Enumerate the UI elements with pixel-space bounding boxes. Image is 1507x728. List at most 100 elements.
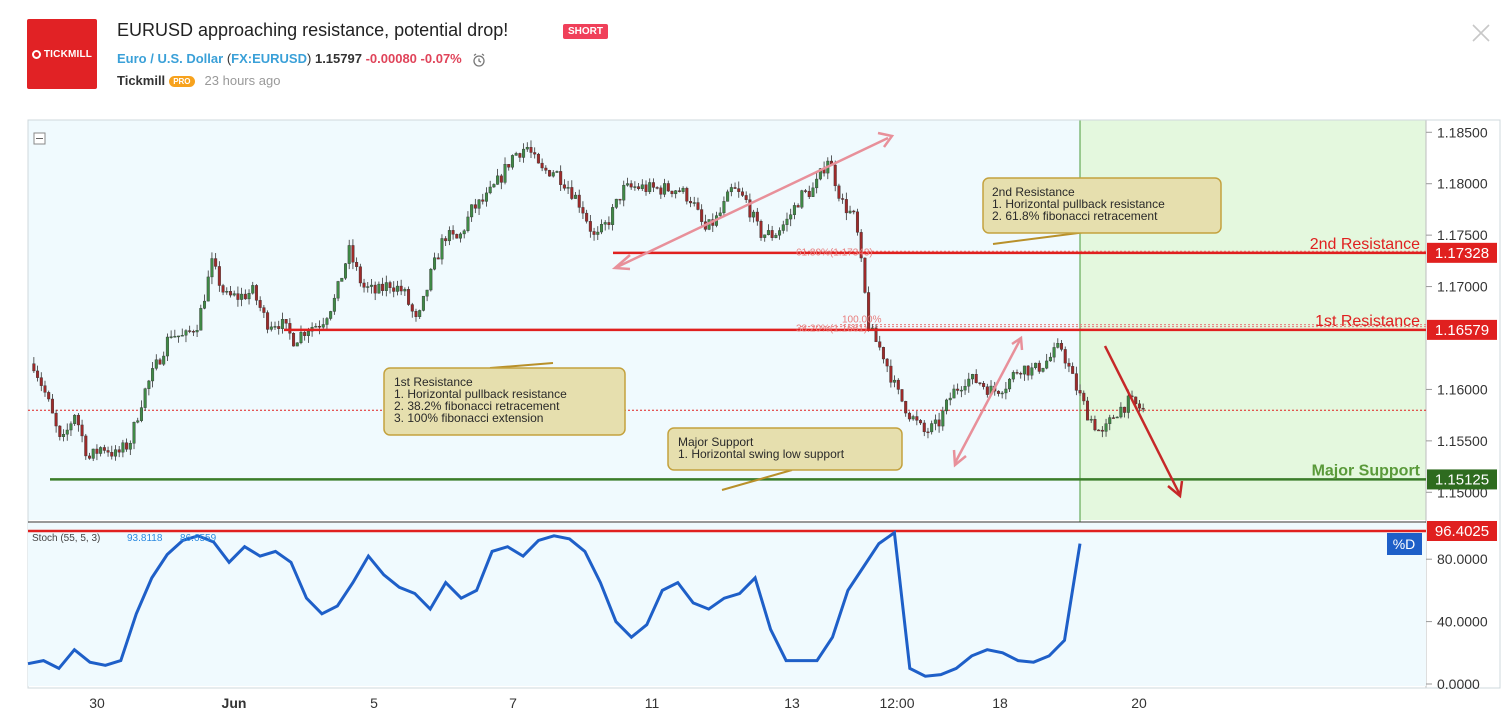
candle-body — [62, 434, 66, 437]
callout-2nd-resistance[interactable]: 2nd Resistance 1. Horizontal pullback re… — [982, 177, 1222, 245]
candle-body — [770, 230, 774, 238]
candle-body — [596, 231, 600, 235]
candle-body — [125, 442, 129, 450]
candle-body — [165, 336, 169, 357]
candle-body — [395, 285, 399, 292]
candle-body — [1004, 388, 1008, 394]
chart-area: 1.18500 1.18000 1.17500 1.17000 1.16000 1.155… — [0, 118, 1507, 723]
candle-body — [355, 261, 359, 267]
symbol-change-pct: -0.07% — [420, 51, 462, 66]
price-label-r1: 1.16579 — [1427, 319, 1497, 340]
candle-body — [614, 198, 618, 208]
candle-body — [952, 388, 956, 399]
chart-svg[interactable]: 1.18500 1.18000 1.17500 1.17000 1.16000 1.155… — [0, 118, 1507, 723]
stoch-axis-ticks: 80.0000 40.0000 0.0000 — [1426, 551, 1488, 692]
candle-body — [332, 297, 336, 312]
candle-body — [729, 187, 733, 193]
candle-body — [529, 147, 533, 153]
candle-body — [117, 449, 121, 453]
candle-body — [254, 285, 258, 301]
fib-label-61: 61.80%(1.17343) — [796, 247, 873, 258]
candle-body — [295, 342, 299, 347]
candle-body — [559, 171, 563, 185]
candle-body — [292, 333, 296, 347]
close-icon[interactable] — [1470, 22, 1492, 44]
candle-body — [455, 234, 459, 239]
resistance-1-label: 1st Resistance — [1315, 313, 1420, 330]
candle-body — [514, 153, 518, 156]
time-tick-label: 12:00 — [879, 695, 914, 711]
candle-body — [1011, 372, 1015, 380]
candle-body — [919, 420, 923, 424]
candle-body — [574, 194, 578, 199]
candle-body — [1085, 400, 1089, 421]
candle-body — [577, 194, 581, 208]
candle-body — [1015, 372, 1019, 374]
author-name[interactable]: Tickmill — [117, 73, 166, 88]
candle-body — [418, 310, 422, 317]
candle-body — [69, 423, 73, 431]
candle-body — [318, 325, 322, 328]
candle-body — [269, 326, 273, 330]
tickmill-logo[interactable]: TICKMILL — [27, 19, 97, 89]
callout-line: 1. Horizontal pullback resistance — [394, 387, 567, 401]
candle-body — [243, 293, 247, 300]
candle-body — [1063, 349, 1067, 364]
candle-body — [473, 204, 477, 209]
candle-body — [651, 182, 655, 188]
symbol-code[interactable]: FX:EURUSD — [231, 51, 307, 66]
candle-body — [373, 284, 377, 294]
time-tick-label: 13 — [784, 695, 800, 711]
candle-body — [1045, 360, 1049, 369]
symbol-name[interactable]: Euro / U.S. Dollar — [117, 51, 224, 66]
candle-body — [722, 201, 726, 214]
candle-body — [1041, 367, 1045, 372]
candle-body — [1104, 423, 1108, 432]
candle-body — [388, 282, 392, 288]
candle-body — [544, 167, 548, 171]
candle-body — [848, 210, 852, 214]
candle-body — [696, 202, 700, 210]
candle-body — [43, 385, 47, 393]
candle-body — [748, 199, 752, 218]
candle-body — [956, 388, 960, 391]
candle-body — [280, 319, 284, 329]
candle-body — [306, 330, 310, 336]
candle-body — [369, 284, 373, 287]
candle-body — [1074, 373, 1078, 391]
candle-body — [481, 199, 485, 202]
candle-body — [915, 416, 919, 421]
candle-body — [95, 448, 99, 454]
candle-body — [1119, 406, 1123, 418]
candle-body — [933, 419, 937, 424]
candle-body — [930, 423, 934, 433]
callout-1st-resistance[interactable]: 1st Resistance 1. Horizontal pullback re… — [383, 362, 626, 436]
candle-body — [533, 152, 537, 155]
candle-body — [881, 347, 885, 360]
candle-body — [132, 422, 136, 444]
candle-body — [726, 191, 730, 202]
candle-body — [599, 224, 603, 233]
callout-major-support[interactable]: Major Support 1. Horizontal swing low su… — [667, 427, 903, 491]
candle-body — [555, 171, 559, 173]
candle-body — [1000, 392, 1004, 395]
candle-body — [618, 198, 622, 201]
candle-body — [436, 257, 440, 260]
candle-body — [625, 183, 629, 186]
candle-body — [1141, 407, 1145, 410]
stoch-pane-bg — [28, 523, 1426, 686]
candle-body — [39, 377, 43, 386]
candle-body — [518, 153, 522, 158]
candle-body — [277, 326, 281, 329]
candle-body — [444, 238, 448, 242]
callout-title: 1st Resistance — [394, 375, 473, 389]
candle-body — [878, 341, 882, 348]
candle-body — [904, 401, 908, 414]
stoch-legend-badge[interactable]: %D — [1387, 533, 1422, 555]
candle-body — [663, 183, 667, 195]
alarm-clock-icon[interactable] — [471, 52, 487, 68]
svg-text:1.17328: 1.17328 — [1435, 245, 1489, 262]
candle-body — [982, 383, 986, 387]
candle-body — [47, 392, 51, 400]
price-tick-label: 1.18000 — [1437, 176, 1488, 192]
